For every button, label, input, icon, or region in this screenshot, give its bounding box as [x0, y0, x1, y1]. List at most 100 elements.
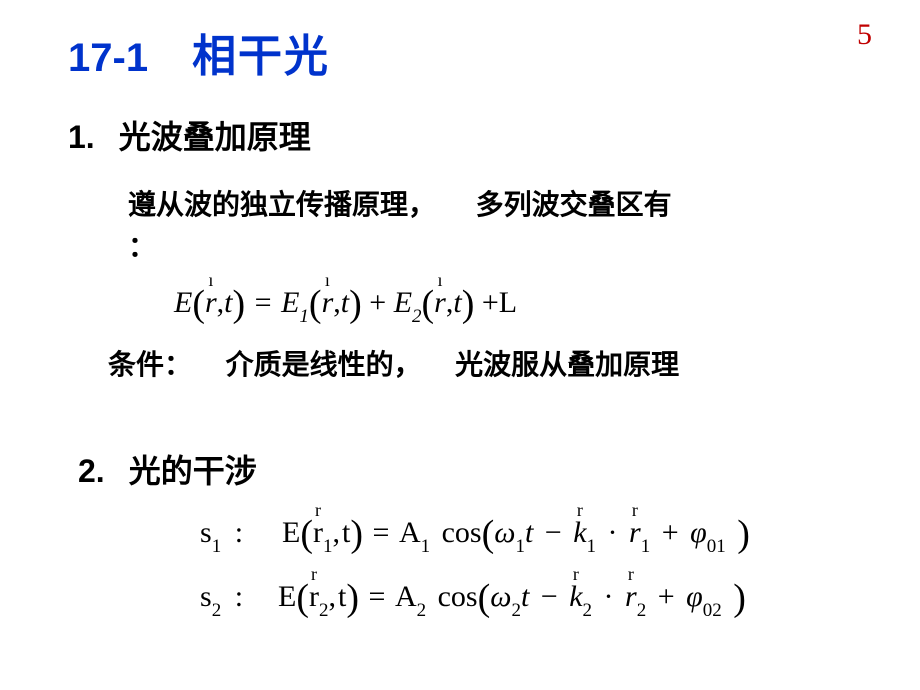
s1-dot: · [608, 516, 618, 549]
condition-line: 条件： 介质是线性的， 光波服从叠加原理 [108, 344, 679, 386]
heading-2-num: 2. [78, 453, 105, 490]
eq1-r1-vec: ır [322, 286, 334, 320]
condition-label: 条件： [108, 349, 192, 380]
vector-arrow-icon: r [311, 564, 317, 585]
eq1-t2: t [453, 286, 461, 319]
s2-cos: cos [438, 580, 478, 613]
para-1: 遵从波的独立传播原理， 多列波交叠区有 ： [128, 184, 828, 268]
s1-colon: : [235, 516, 243, 549]
slide: 5 17-1 相干光 1. 光波叠加原理 遵从波的独立传播原理， 多列波交叠区有… [0, 0, 920, 690]
s1-rsub: 1 [323, 536, 333, 557]
heading-2-text: 光的干涉 [129, 446, 257, 492]
eq1-plus2: + [482, 286, 499, 319]
s2-A: A [395, 580, 417, 613]
title-row: 17-1 相干光 [68, 20, 330, 84]
eq1-t: t [224, 286, 232, 319]
s2-k-vec: rk [569, 580, 582, 614]
s1-lp1: ( [300, 513, 313, 555]
s1-E: E [282, 516, 300, 549]
s2-lp2: ( [478, 577, 491, 619]
s2-lp1: ( [296, 577, 309, 619]
para-1c: ： [128, 231, 156, 262]
eq1-lp2: ( [309, 283, 322, 325]
s1-r-vec: rr [313, 516, 323, 550]
eq1-r-vec: ır [205, 286, 217, 320]
vector-arrow-icon: r [573, 564, 579, 585]
s1-minus: − [545, 516, 562, 549]
eq1-E: E [174, 286, 192, 319]
s1-ksub: 1 [587, 536, 597, 557]
s2-rp2: ) [733, 577, 746, 619]
eq1-rp1: ) [233, 283, 246, 325]
s1-plus: + [662, 516, 679, 549]
s2-rsub: 2 [319, 600, 329, 621]
s1-s: s [200, 516, 212, 549]
s2-t2: t [521, 580, 529, 613]
s2-Asub: 2 [417, 600, 427, 621]
s2-dot: · [604, 580, 614, 613]
equation-s2: s2 : E(rr2,t) = A2 cos(ω2t − rk2 · rr2 +… [200, 572, 746, 619]
heading-1-text: 光波叠加原理 [119, 112, 311, 158]
vector-arrow-icon: r [577, 500, 583, 521]
eq1-rp2: ) [349, 283, 362, 325]
s1-omega: ω [494, 516, 515, 549]
page-number: 5 [857, 18, 872, 52]
s2-r-vec: rr [309, 580, 319, 614]
s1-Asub: 1 [421, 536, 431, 557]
s2-s: s [200, 580, 212, 613]
s2-phisub: 02 [703, 600, 722, 621]
s2-wsub: 2 [511, 600, 521, 621]
eq1-eq: = [255, 286, 272, 319]
s1-rp1: ) [350, 513, 363, 555]
s1-eq: = [373, 516, 390, 549]
s2-r2sub: 2 [637, 600, 647, 621]
s2-plus: + [658, 580, 675, 613]
eq1-rp3: ) [462, 283, 475, 325]
s1-wsub: 1 [515, 536, 525, 557]
s2-E: E [278, 580, 296, 613]
eq1-E2: E [394, 286, 412, 319]
para-1b: 多列波交叠区有 [476, 189, 672, 220]
s2-sub: 2 [212, 600, 222, 621]
s2-ksub: 2 [583, 600, 593, 621]
s2-r2-vec: rr [625, 580, 637, 614]
title-text: 相干光 [192, 20, 330, 84]
s1-c: , [333, 516, 341, 549]
vector-arrow-icon: r [628, 564, 634, 585]
heading-1: 1. 光波叠加原理 [68, 112, 311, 158]
s1-k-vec: rk [573, 516, 586, 550]
s1-r2sub: 1 [641, 536, 651, 557]
eq1-lp1: ( [192, 283, 205, 325]
s2-phi: φ [686, 580, 703, 613]
s2-omega: ω [490, 580, 511, 613]
condition-a: 介质是线性的， [226, 349, 422, 380]
s1-r2-vec: rr [629, 516, 641, 550]
s2-minus: − [541, 580, 558, 613]
section-number: 17-1 [68, 36, 148, 81]
eq1-c2: , [333, 286, 341, 319]
s1-sub: 1 [212, 536, 222, 557]
s1-A: A [399, 516, 421, 549]
vector-arrow-icon: ı [325, 270, 330, 291]
eq1-sub2: 2 [412, 306, 422, 327]
heading-2: 2. 光的干涉 [78, 446, 257, 492]
eq1-plus1: + [369, 286, 386, 319]
s2-rp1: ) [346, 577, 359, 619]
s1-lp2: ( [482, 513, 495, 555]
vector-arrow-icon: r [315, 500, 321, 521]
heading-1-num: 1. [68, 119, 95, 156]
vector-arrow-icon: ı [438, 270, 443, 291]
condition-b: 光波服从叠加原理 [455, 349, 679, 380]
eq1-lp3: ( [422, 283, 435, 325]
s1-rp2: ) [737, 513, 750, 555]
eq1-t1: t [341, 286, 349, 319]
s1-phisub: 01 [707, 536, 726, 557]
para-1a: 遵从波的独立传播原理， [128, 189, 436, 220]
eq1-tail: L [499, 286, 517, 319]
eq1-r2-vec: ır [434, 286, 446, 320]
eq1-E1: E [281, 286, 299, 319]
equation-superposition: E(ır,t) = E1(ır,t) + E2(ır,t) +L [174, 278, 517, 325]
s2-colon: : [235, 580, 243, 613]
s2-eq: = [369, 580, 386, 613]
s2-c: , [329, 580, 337, 613]
